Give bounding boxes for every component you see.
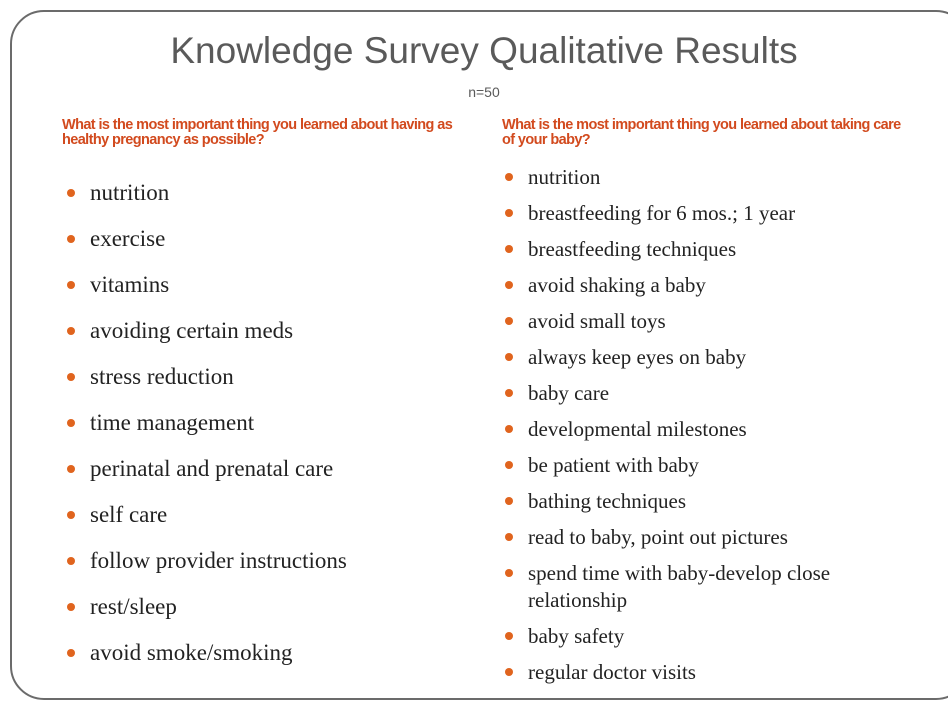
answer-item: perinatal and prenatal care: [64, 454, 347, 484]
answer-item: avoiding certain meds: [64, 316, 347, 346]
subtitle: n=50: [468, 84, 500, 100]
answer-item: baby care: [502, 380, 862, 407]
answer-item: baby safety: [502, 623, 862, 650]
answer-item: be patient with baby: [502, 452, 862, 479]
answer-list: nutrition exercise vitamins avoiding certai…: [64, 178, 347, 684]
answer-item: avoid smoke/smoking: [64, 638, 347, 668]
answer-item: avoid shaking a baby: [502, 272, 862, 299]
answer-list: nutrition breastfeeding for 6 mos.; 1 yea…: [502, 164, 862, 695]
answer-item: nutrition: [502, 164, 862, 191]
answer-item: regular doctor visits: [502, 659, 862, 686]
answer-item: always keep eyes on baby: [502, 344, 862, 371]
question: What is the most important thing you lea…: [62, 117, 453, 148]
answer-item: nutrition: [64, 178, 347, 208]
answer-item: exercise: [64, 224, 347, 254]
answer-item: avoid small toys: [502, 308, 862, 335]
answer-item: stress reduction: [64, 362, 347, 392]
answer-item: rest/sleep: [64, 592, 347, 622]
answer-item: self care: [64, 500, 347, 530]
answer-item: time management: [64, 408, 347, 438]
answer-item: developmental milestones: [502, 416, 862, 443]
question: What is the most important thing you lea…: [502, 117, 901, 148]
slide-frame: [10, 10, 948, 700]
answer-item: breastfeeding for 6 mos.; 1 year: [502, 200, 862, 227]
title: Knowledge Survey Qualitative Results: [170, 30, 798, 71]
answer-item: vitamins: [64, 270, 347, 300]
answer-item: read to baby, point out pictures: [502, 524, 862, 551]
answer-item: follow provider instructions: [64, 546, 347, 576]
answer-item: breastfeeding techniques: [502, 236, 862, 263]
answer-item: spend time with baby-develop close relat…: [502, 560, 862, 614]
answer-item: bathing techniques: [502, 488, 862, 515]
